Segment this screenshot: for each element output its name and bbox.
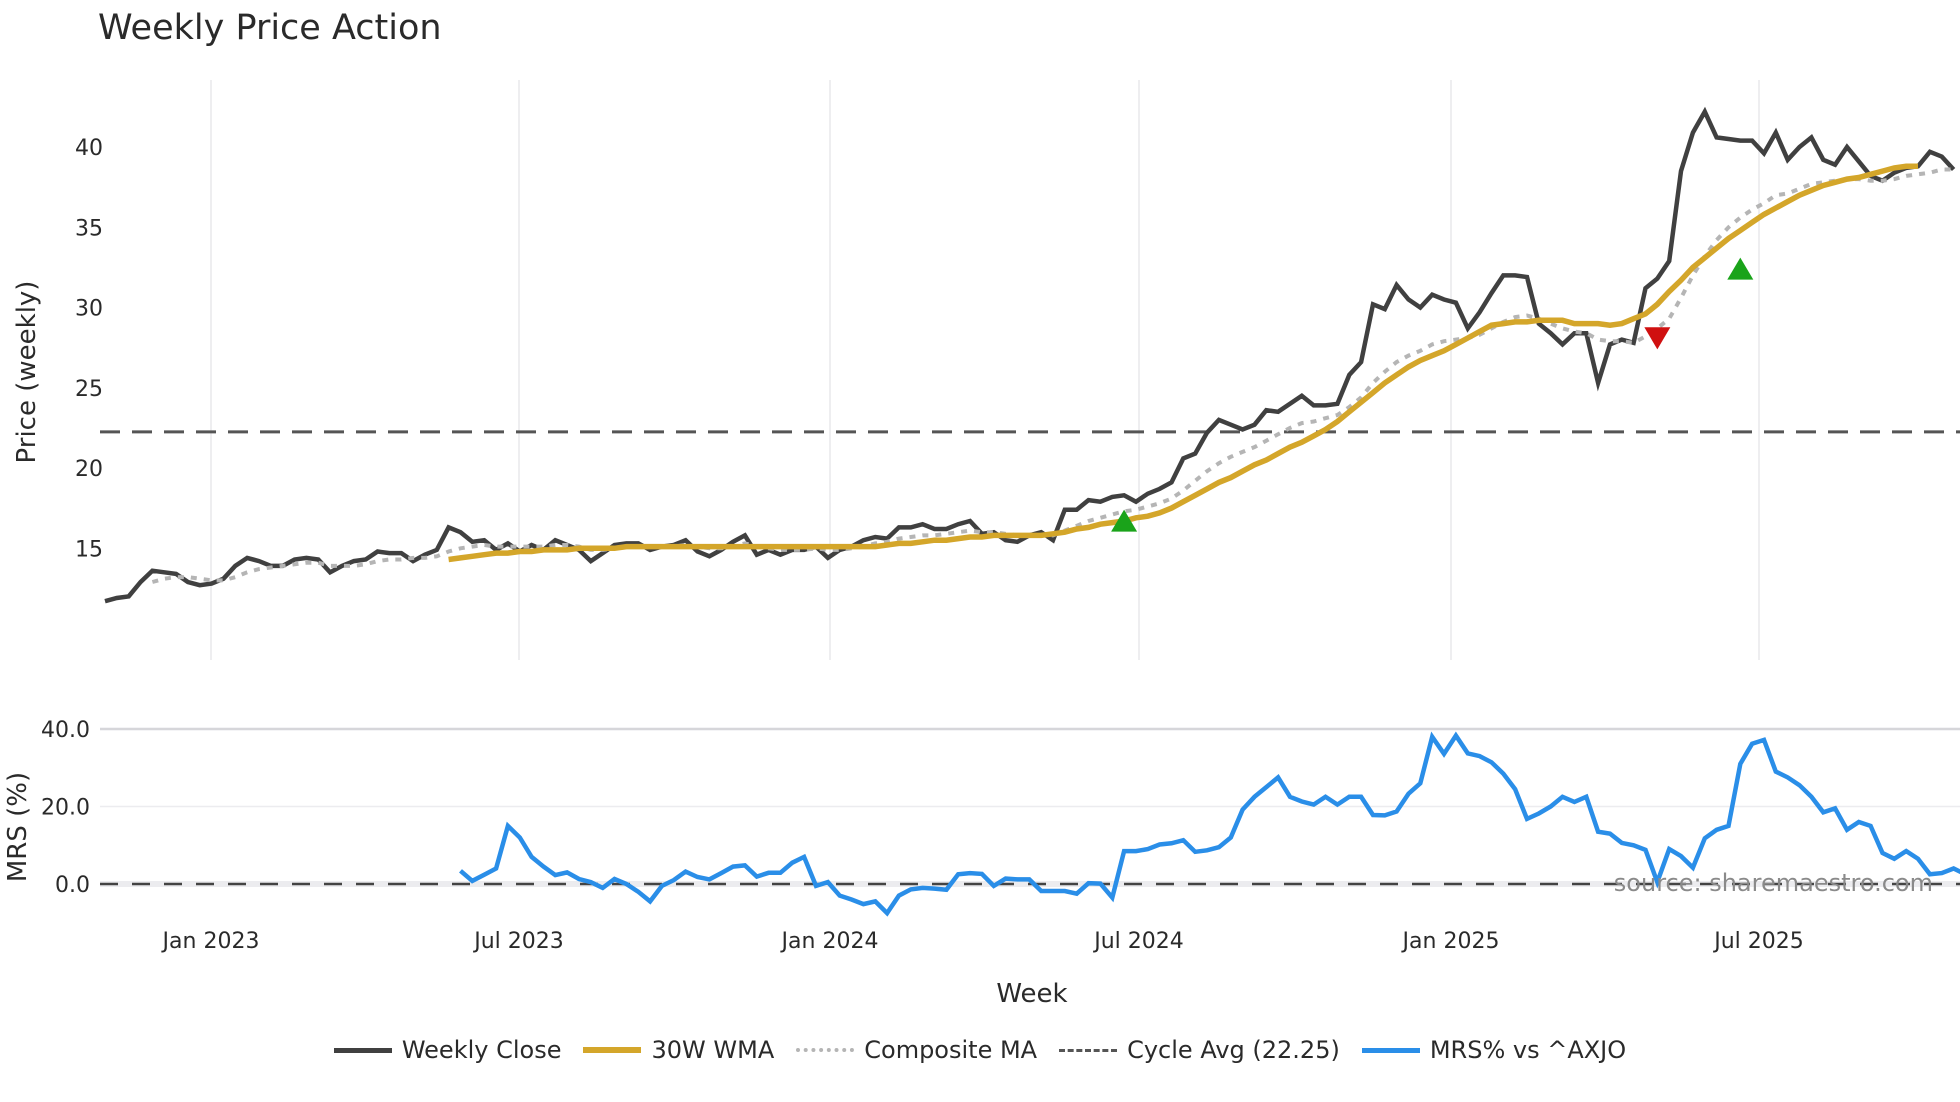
x-tick-label: Jul 2024	[1092, 929, 1184, 954]
legend-item-30w-wma[interactable]: 30W WMA	[583, 1036, 774, 1064]
legend-swatch-composite-ma	[796, 1048, 855, 1052]
price-y-ticks: 40 35 30 25 20 15	[75, 136, 103, 562]
legend-label: MRS% vs ^AXJO	[1429, 1036, 1627, 1064]
mrs-y-ticks: 40.0 20.0 0.0	[41, 718, 90, 898]
source-watermark: source: sharemaestro.com	[1614, 869, 1933, 897]
legend-label: Composite MA	[864, 1036, 1038, 1064]
signal-markers	[1111, 257, 1754, 532]
chart-title: Weekly Price Action	[98, 8, 442, 48]
mrs-y-tick: 0.0	[55, 873, 90, 898]
legend-label: 30W WMA	[651, 1036, 775, 1064]
x-tick-label: Jan 2024	[780, 929, 879, 954]
x-axis-label: Week	[996, 979, 1067, 1009]
x-axis-ticks: Jan 2023 Jul 2023 Jan 2024 Jul 2024 Jan 2025…	[161, 929, 1804, 954]
mrs-series	[100, 731, 1960, 917]
sell-signal-triangle-down-icon	[1644, 327, 1671, 350]
price-y-tick: 30	[75, 297, 103, 322]
price-y-tick: 25	[75, 377, 103, 402]
mrs-gridlines	[100, 727, 1960, 887]
x-tick-label: Jan 2025	[1401, 929, 1500, 954]
buy-signal-triangle-up-icon	[1727, 257, 1754, 280]
x-tick-label: Jan 2023	[161, 929, 260, 954]
chart-legend: Weekly Close 30W WMA Composite MA Cycle …	[0, 1036, 1960, 1064]
legend-swatch-mrs	[1361, 1047, 1420, 1053]
mrs-line	[459, 731, 1960, 917]
legend-swatch-30w-wma	[583, 1047, 642, 1053]
x-tick-label: Jul 2025	[1712, 929, 1804, 954]
price-gridlines	[210, 80, 1760, 660]
mrs-y-tick: 40.0	[41, 718, 90, 743]
weekly-close-line	[104, 106, 1956, 604]
price-series	[100, 106, 1960, 604]
composite-ma-line	[151, 167, 1954, 584]
wma-30w-line	[448, 163, 1918, 563]
mrs-y-tick: 20.0	[41, 796, 90, 821]
legend-swatch-weekly-close	[333, 1047, 392, 1053]
legend-swatch-cycle-avg	[1059, 1048, 1118, 1052]
legend-item-cycle-avg[interactable]: Cycle Avg (22.25)	[1059, 1036, 1340, 1064]
legend-label: Cycle Avg (22.25)	[1127, 1036, 1340, 1064]
legend-label: Weekly Close	[401, 1036, 562, 1064]
legend-item-mrs[interactable]: MRS% vs ^AXJO	[1361, 1036, 1627, 1064]
price-y-tick: 35	[75, 216, 103, 241]
chart-canvas: 40 35 30 25 20 15 40.0 20.0 0.0 Jan 2023 Jul 202…	[3, 80, 1960, 1009]
price-y-tick: 15	[75, 537, 103, 562]
price-y-axis-label: Price (weekly)	[12, 281, 42, 464]
legend-item-composite-ma[interactable]: Composite MA	[796, 1036, 1037, 1064]
mrs-y-axis-label: MRS (%)	[3, 772, 33, 882]
x-tick-label: Jul 2023	[472, 929, 564, 954]
price-y-tick: 20	[75, 457, 103, 482]
buy-signal-triangle-up-icon	[1111, 509, 1138, 532]
price-y-tick: 40	[75, 136, 103, 161]
legend-item-weekly-close[interactable]: Weekly Close	[333, 1036, 562, 1064]
